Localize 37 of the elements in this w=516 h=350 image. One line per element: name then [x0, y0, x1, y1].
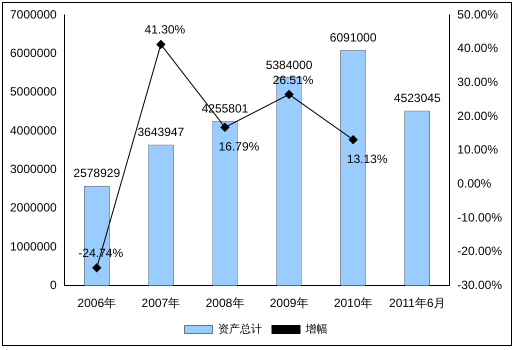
y2-tick-label: 0.00%	[457, 176, 492, 190]
x-tick-label: 2006年	[77, 296, 116, 310]
point	[156, 40, 166, 49]
y-tick-label: 7000000	[10, 7, 58, 22]
y2-tick-label: -20.00%	[457, 244, 502, 258]
x-tick-label: 2009年	[270, 296, 308, 310]
legend-label: 增幅	[304, 324, 328, 336]
data-label: 6091000	[330, 30, 377, 44]
y-tick-label: 2000000	[10, 200, 58, 215]
point	[92, 263, 102, 272]
y2-tick-label: 30.00%	[457, 74, 498, 89]
y2-tick-label: 40.00%	[457, 41, 498, 56]
y-tick-label: 4000000	[10, 123, 58, 138]
y2-tick-label: -10.00%	[457, 210, 502, 224]
y2-tick-label: 50.00%	[457, 7, 498, 22]
y2-tick-label: 10.00%	[457, 142, 498, 157]
y2-tick-label: -30.00%	[457, 278, 502, 292]
point	[284, 90, 294, 99]
data-label: 2578929	[73, 166, 120, 180]
data-label: 3643947	[138, 125, 185, 140]
data-label: 5384000	[266, 58, 313, 72]
x-tick-label: 2007年	[142, 296, 180, 310]
legend-label: 资产总计	[218, 322, 262, 336]
y2-tick-label: 20.00%	[457, 108, 498, 123]
data-label: 41.30%	[144, 22, 186, 37]
x-tick-label: 2008年	[206, 296, 244, 310]
point	[220, 122, 230, 132]
data-label: 13.13%	[346, 152, 388, 166]
y-tick-label: 3000000	[10, 162, 58, 176]
y-tick-label: 5000000	[10, 84, 58, 99]
point	[348, 135, 358, 144]
data-label: 4523045	[394, 91, 441, 106]
y-tick-label: 1000000	[10, 239, 58, 254]
x-tick-label: 2010年	[334, 296, 373, 310]
x-tick-label: 2011年6月	[389, 296, 446, 310]
y-tick-label: 0	[50, 278, 58, 292]
y-tick-label: 6000000	[10, 46, 58, 60]
